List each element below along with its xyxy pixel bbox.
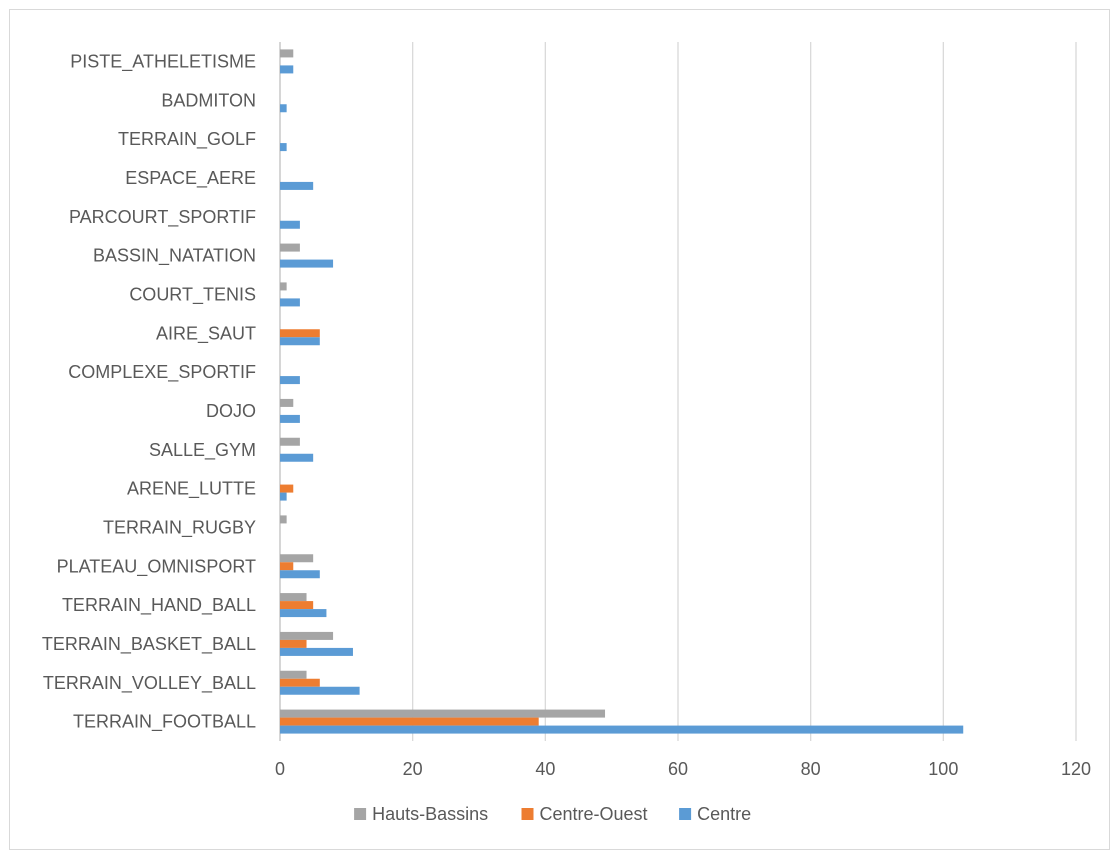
category-label: ESPACE_AERE: [125, 168, 256, 189]
category-label: TERRAIN_HAND_BALL: [62, 595, 256, 616]
x-tick-label: 40: [535, 759, 555, 779]
category-label: TERRAIN_VOLLEY_BALL: [43, 673, 256, 694]
legend-swatch: [679, 808, 692, 820]
bar-centre-ouest: [280, 601, 314, 610]
bar-centre: [280, 181, 314, 190]
bar-hauts-bassins: [280, 398, 294, 407]
bar-hauts-bassins: [280, 243, 300, 252]
bar-centre-ouest: [280, 329, 320, 338]
bar-hauts-bassins: [280, 670, 307, 679]
x-tick-label: 60: [668, 759, 688, 779]
bar-centre-ouest: [280, 717, 539, 726]
bar-centre: [280, 376, 300, 385]
legend-label: Centre-Ouest: [540, 804, 648, 824]
bar-centre-ouest: [280, 562, 294, 571]
bar-hauts-bassins: [280, 282, 287, 291]
category-label: COURT_TENIS: [129, 284, 256, 305]
bar-centre-ouest: [280, 639, 307, 648]
bar-centre: [280, 337, 320, 346]
bar-centre: [280, 298, 300, 307]
category-label: TERRAIN_RUGBY: [103, 517, 256, 538]
category-label: AIRE_SAUT: [156, 323, 256, 344]
category-label: ARENE_LUTTE: [127, 479, 256, 500]
x-tick-label: 0: [275, 759, 285, 779]
bar-hauts-bassins: [280, 631, 334, 640]
legend-label: Centre: [697, 804, 751, 824]
x-tick-label: 100: [928, 759, 958, 779]
legend-swatch: [354, 808, 367, 820]
bar-centre-ouest: [280, 484, 294, 493]
bar-centre: [280, 570, 320, 579]
category-label: BASSIN_NATATION: [93, 246, 256, 267]
bar-hauts-bassins: [280, 437, 300, 446]
bar-centre-ouest: [280, 678, 320, 687]
bar-hauts-bassins: [280, 554, 314, 563]
bar-centre: [280, 686, 360, 695]
legend-swatch: [521, 808, 534, 820]
bar-hauts-bassins: [280, 49, 294, 58]
x-tick-label: 20: [403, 759, 423, 779]
bar-centre: [280, 104, 287, 113]
category-label: PISTE_ATHELETISME: [70, 51, 256, 72]
bar-hauts-bassins: [280, 515, 287, 524]
x-tick-label: 80: [801, 759, 821, 779]
bar-centre: [280, 143, 287, 152]
bar-centre: [280, 220, 300, 229]
bar-centre: [280, 609, 327, 618]
bar-centre: [280, 414, 300, 423]
category-label: PLATEAU_OMNISPORT: [57, 556, 256, 577]
category-label: DOJO: [206, 401, 256, 421]
category-label: BADMITON: [161, 90, 256, 110]
bar-centre: [280, 492, 287, 501]
legend-label: Hauts-Bassins: [372, 804, 488, 824]
category-label: TERRAIN_FOOTBALL: [73, 712, 256, 733]
bar-centre: [280, 65, 294, 74]
bar-hauts-bassins: [280, 709, 606, 718]
category-label: SALLE_GYM: [149, 440, 256, 461]
bar-centre: [280, 453, 314, 462]
bar-hauts-bassins: [280, 593, 307, 602]
category-label: COMPLEXE_SPORTIF: [68, 362, 256, 383]
x-tick-label: 120: [1061, 759, 1091, 779]
category-label: TERRAIN_BASKET_BALL: [42, 634, 256, 655]
category-label: TERRAIN_GOLF: [118, 129, 256, 150]
category-label: PARCOURT_SPORTIF: [69, 207, 256, 228]
bar-centre: [280, 259, 334, 268]
bar-centre: [280, 647, 353, 656]
bar-centre: [280, 725, 964, 734]
